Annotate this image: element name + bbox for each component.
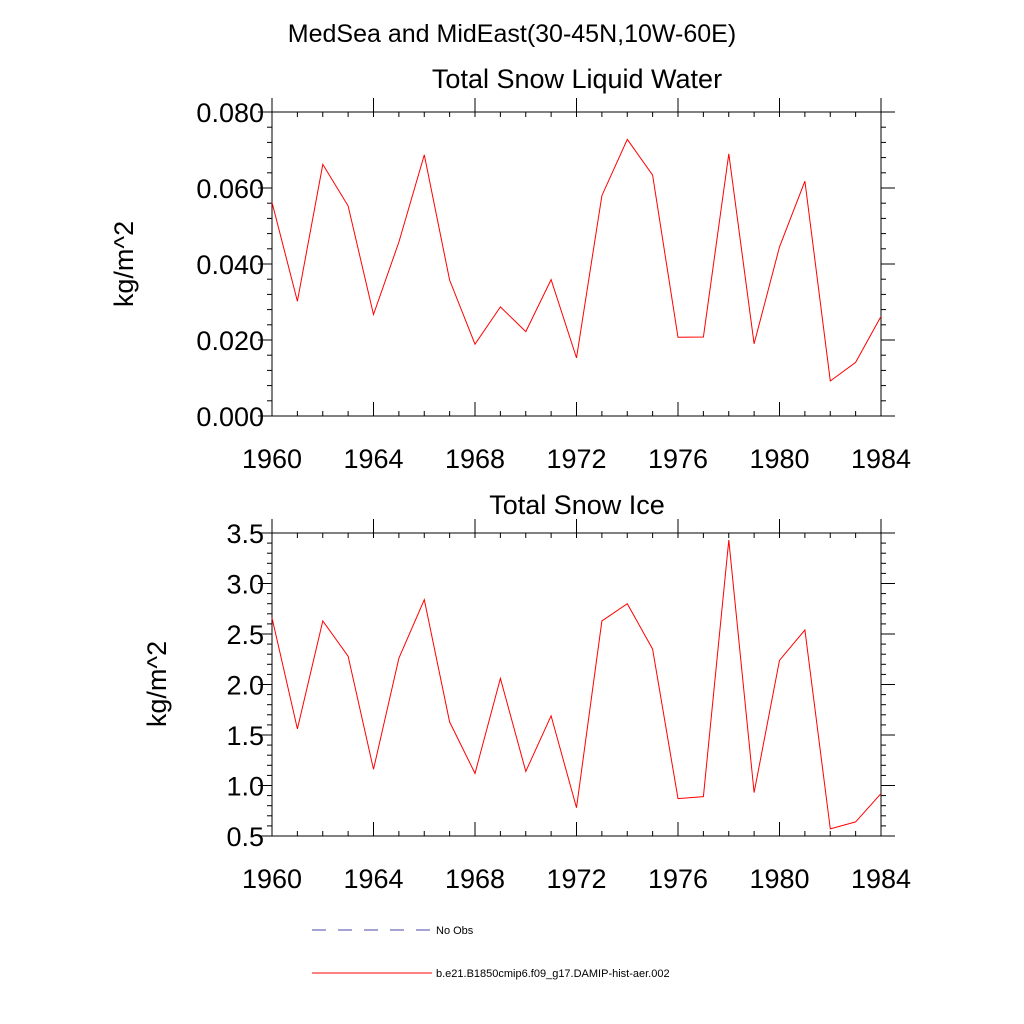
figure-suptitle: MedSea and MidEast(30-45N,10W-60E): [288, 20, 736, 48]
x-tick-label: 1980: [749, 864, 809, 894]
y-tick-label: 0.000: [196, 402, 264, 432]
y-tick-label: 0.020: [196, 326, 264, 356]
x-tick-label: 1960: [242, 864, 302, 894]
x-tick-label: 1980: [749, 444, 809, 474]
x-tick-label: 1968: [445, 444, 505, 474]
legend-label-model: b.e21.B1850cmip6.f09_g17.DAMIP-hist-aer.…: [436, 968, 670, 980]
y-tick-label: 2.5: [226, 620, 264, 650]
x-tick-label: 1972: [546, 864, 606, 894]
y-tick-label: 3.0: [226, 570, 264, 600]
y-axis-label: kg/m^2: [142, 641, 172, 727]
legend-label-no-obs: No Obs: [436, 925, 474, 937]
y-tick-label: 2.0: [226, 671, 264, 701]
y-tick-label: 0.040: [196, 250, 264, 280]
x-tick-label: 1964: [343, 864, 403, 894]
plot-frame: [271, 111, 882, 417]
x-tick-label: 1968: [445, 864, 505, 894]
x-tick-label: 1972: [546, 444, 606, 474]
legend: No Obs b.e21.B1850cmip6.f09_g17.DAMIP-hi…: [312, 925, 670, 980]
x-tick-label: 1960: [242, 444, 302, 474]
y-tick-label: 0.060: [196, 174, 264, 204]
x-tick-label: 1984: [851, 444, 911, 474]
y-tick-label: 0.5: [226, 822, 264, 852]
panel-snow-liquid-water: Total Snow Liquid Water kg/m^2 1960 1964 1…: [109, 64, 911, 474]
x-tick-label: 1984: [851, 864, 911, 894]
y-tick-label: 1.0: [226, 772, 264, 802]
x-tick-label: 1964: [343, 444, 403, 474]
panel-snow-ice: Total Snow Ice kg/m^2 1960 1964 1968 1972 19…: [142, 490, 911, 894]
y-axis-label: kg/m^2: [109, 221, 139, 307]
x-tick-label: 1976: [648, 444, 708, 474]
y-tick-label: 1.5: [226, 721, 264, 751]
y-tick-label: 3.5: [226, 519, 264, 549]
series-line: [271, 138, 882, 382]
x-tick-label: 1976: [648, 864, 708, 894]
y-tick-label: 0.080: [196, 98, 264, 128]
chart-title: Total Snow Ice: [489, 490, 665, 520]
plot-frame: [271, 532, 882, 837]
chart-title: Total Snow Liquid Water: [432, 64, 722, 94]
series-line: [271, 540, 882, 830]
